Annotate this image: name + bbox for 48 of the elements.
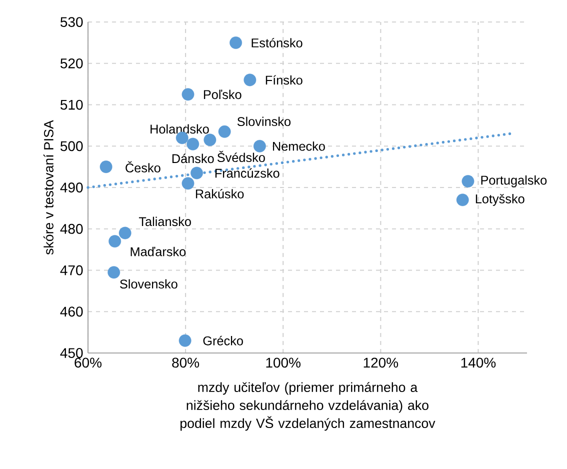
point — [178, 334, 192, 347]
point — [182, 177, 194, 190]
y-tick-label: 470 — [60, 265, 83, 276]
x-tick-label: 60% — [74, 358, 102, 368]
annotation: Slovensko — [120, 279, 178, 289]
point — [108, 266, 120, 279]
annotation: Estónsko — [252, 38, 302, 48]
y-tick-label: 480 — [60, 224, 83, 234]
annotation: Holandsko — [150, 124, 209, 134]
point — [230, 36, 242, 49]
point — [118, 226, 132, 240]
y-tick-label: 460 — [60, 306, 83, 317]
y-axis-title: skóre v testovaní PISA — [43, 120, 54, 255]
point — [204, 134, 216, 146]
annotation: Maďarsko — [130, 246, 186, 256]
y-tick-label: 520 — [60, 58, 83, 68]
point — [186, 138, 200, 150]
y-tick-label: 530 — [60, 17, 83, 27]
annotation: Poľsko — [204, 90, 242, 100]
x-tick-label: 80% — [172, 358, 200, 368]
x-tick-label: 100% — [266, 358, 300, 368]
annotation: Slovinsko — [237, 116, 291, 126]
annotation: Taliansko — [138, 216, 191, 226]
annotation: Grécko — [203, 336, 243, 346]
annotation: Nemecko — [273, 141, 325, 151]
annotation: Rakúsko — [196, 188, 244, 198]
point — [218, 125, 231, 138]
point — [100, 160, 112, 174]
annotation: Fínsko — [266, 75, 302, 85]
y-tick-label: 500 — [60, 141, 83, 152]
point — [456, 194, 469, 206]
point — [190, 166, 203, 180]
y-tick-label: 510 — [60, 100, 83, 110]
annotation: Švédsko — [217, 150, 265, 162]
point — [244, 74, 256, 86]
point — [462, 175, 474, 188]
x-tick-label: 140% — [461, 358, 496, 368]
x-tick-label: 120% — [364, 358, 398, 368]
x-axis-title: mzdy učiteľov (priemer primárneho a nižšieho sekundárneho vzdelávania) ako podiel mzdy VŠ vzdelaných zamestnancov — [180, 382, 436, 431]
point — [182, 88, 194, 101]
y-tick-label: 490 — [60, 182, 83, 192]
annotation: Portugalsko — [481, 175, 547, 188]
annotation: Francúzsko — [215, 168, 280, 178]
annotation: Lotyšsko — [476, 194, 524, 206]
y-tick-label: 450 — [60, 348, 83, 358]
annotation: Česko — [126, 161, 160, 172]
point — [108, 235, 122, 248]
annotation: Dánsko — [172, 154, 214, 164]
